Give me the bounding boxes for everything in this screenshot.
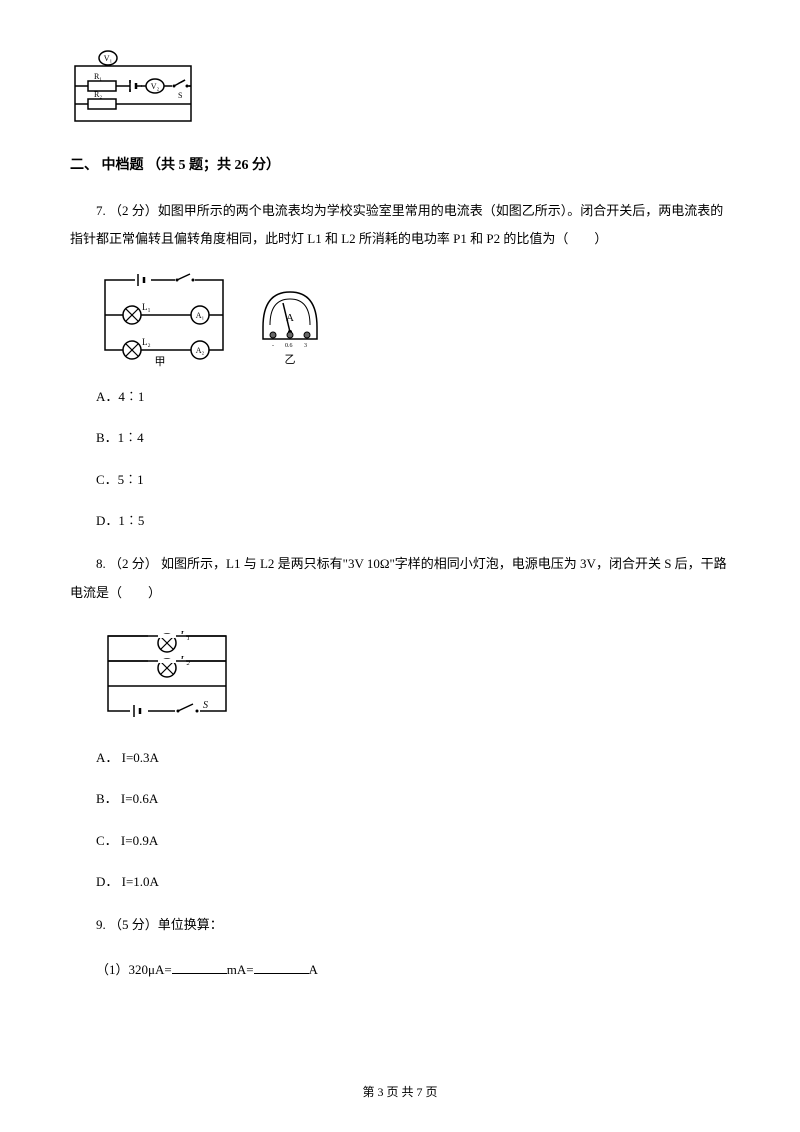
section-header: 二、 中档题 （共 5 题；共 26 分）	[70, 153, 730, 178]
svg-text:R₂: R₂	[94, 90, 102, 99]
q7-text: 7. （2 分）如图甲所示的两个电流表均为学校实验室里常用的电流表（如图乙所示）…	[70, 197, 730, 254]
q9-sub1-a: （1）320μA=	[96, 962, 172, 977]
svg-text:R₁: R₁	[94, 72, 102, 81]
svg-text:0.6: 0.6	[285, 343, 293, 349]
svg-text:L₂: L₂	[142, 337, 151, 347]
q8-opt-b: B． I=0.6A	[70, 787, 730, 810]
svg-text:S: S	[203, 700, 208, 711]
figure-circuit-v1v2: V₁ R₁ V₂ S R₂	[70, 50, 730, 133]
svg-text:甲: 甲	[155, 356, 166, 367]
q9-sub1-b: mA=	[227, 962, 254, 977]
q9-sub1-c: A	[309, 962, 318, 977]
q8-text: 8. （2 分） 如图所示，L1 与 L2 是两只标有"3V 10Ω"字样的相同…	[70, 550, 730, 607]
svg-text:A₁: A₁	[196, 311, 205, 320]
q7-opt-d: D．1︰5	[70, 509, 730, 532]
q7-opt-c: C．5︰1	[70, 468, 730, 491]
q7-opt-b: B．1︰4	[70, 426, 730, 449]
svg-text:S: S	[178, 91, 182, 100]
figure-q8: L₁ L₂ S	[100, 626, 730, 728]
svg-text:-: -	[272, 343, 274, 349]
q7-opt-a: A．4︰1	[70, 385, 730, 408]
blank-input[interactable]	[172, 960, 227, 974]
q8-opt-d: D． I=1.0A	[70, 870, 730, 893]
q8-opt-c: C． I=0.9A	[70, 829, 730, 852]
page-footer: 第 3 页 共 7 页	[0, 1082, 800, 1104]
blank-input[interactable]	[254, 960, 309, 974]
q9-sub1: （1）320μA= mA= A	[70, 958, 730, 981]
svg-text:A₂: A₂	[196, 346, 205, 355]
svg-text:V₂: V₂	[151, 82, 160, 91]
svg-text:V₁: V₁	[104, 54, 113, 63]
svg-text:乙: 乙	[285, 353, 296, 366]
q8-opt-a: A． I=0.3A	[70, 746, 730, 769]
svg-text:L₁: L₁	[142, 302, 151, 312]
svg-text:3: 3	[304, 343, 307, 349]
svg-text:A: A	[286, 312, 294, 324]
q9-text: 9. （5 分）单位换算：	[70, 911, 730, 940]
figure-q7: L₁ A₁ L₂ A₂ 甲 A - 0.6 3 乙	[100, 272, 730, 367]
